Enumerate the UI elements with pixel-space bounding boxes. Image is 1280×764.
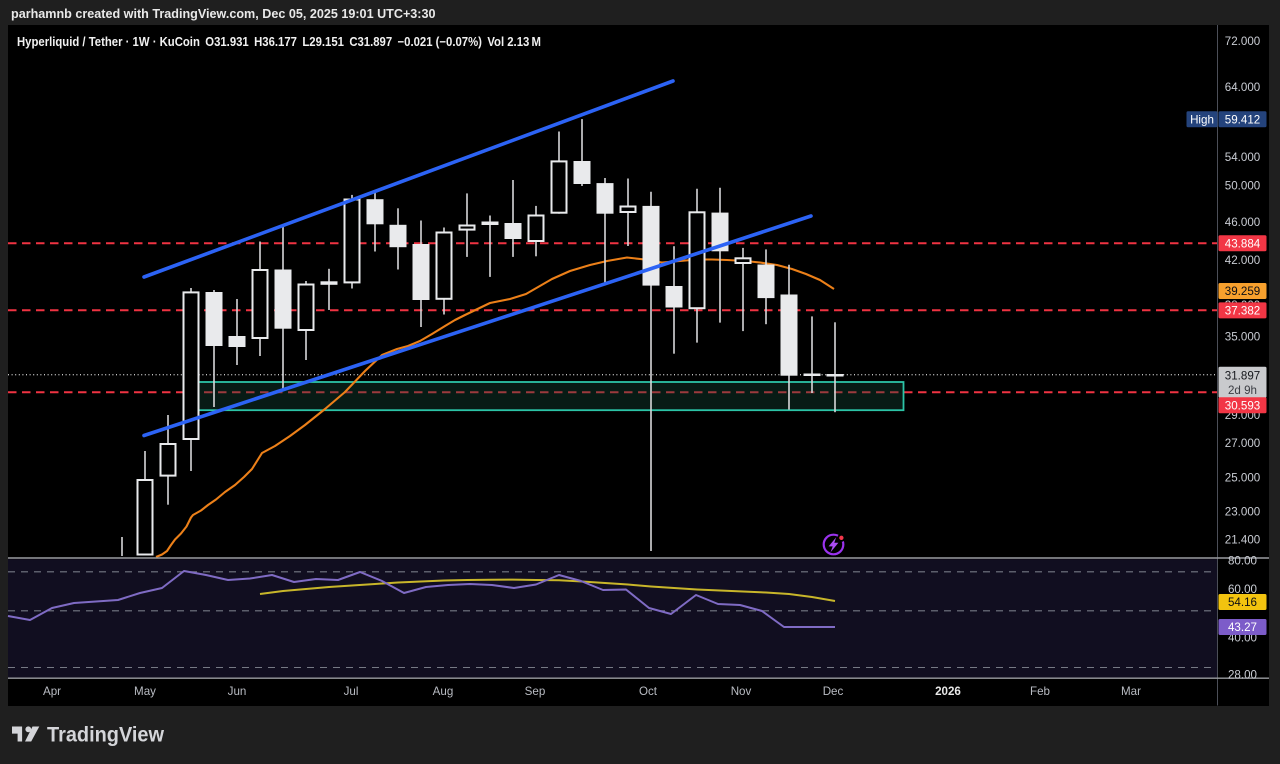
svg-text:Mar: Mar [1121, 685, 1141, 698]
svg-text:60.00: 60.00 [1228, 583, 1257, 596]
svg-text:2d 9h: 2d 9h [1228, 384, 1257, 397]
svg-text:Hyperliquid / Tether · 1W · Ku: Hyperliquid / Tether · 1W · KuCoin O31.9… [17, 35, 541, 49]
svg-text:54.000: 54.000 [1225, 151, 1260, 164]
svg-text:54.16: 54.16 [1228, 596, 1257, 609]
svg-text:parhamnb created with TradingV: parhamnb created with TradingView.com, D… [11, 7, 436, 21]
svg-text:May: May [134, 685, 156, 698]
svg-text:72.000: 72.000 [1225, 35, 1260, 48]
svg-text:21.400: 21.400 [1225, 534, 1260, 547]
svg-text:Dec: Dec [823, 685, 844, 698]
svg-text:39.259: 39.259 [1225, 285, 1260, 298]
svg-text:High: High [1190, 113, 1214, 126]
svg-text:23.000: 23.000 [1225, 506, 1260, 519]
svg-text:Sep: Sep [525, 685, 546, 698]
svg-text:Nov: Nov [731, 685, 752, 698]
svg-text:TradingView: TradingView [47, 723, 164, 747]
svg-text:46.000: 46.000 [1225, 216, 1260, 229]
svg-text:31.897: 31.897 [1225, 369, 1260, 382]
svg-text:43.884: 43.884 [1225, 237, 1261, 250]
svg-text:59.412: 59.412 [1225, 113, 1260, 126]
svg-text:37.382: 37.382 [1225, 305, 1260, 318]
svg-text:28.00: 28.00 [1228, 669, 1257, 682]
svg-text:42.000: 42.000 [1225, 254, 1260, 267]
svg-text:Apr: Apr [43, 685, 61, 698]
svg-text:2026: 2026 [935, 685, 961, 698]
svg-text:64.000: 64.000 [1225, 81, 1260, 94]
svg-text:25.000: 25.000 [1225, 472, 1260, 485]
svg-text:80.00: 80.00 [1228, 555, 1257, 568]
svg-text:Feb: Feb [1030, 685, 1050, 698]
svg-text:43.27: 43.27 [1228, 621, 1257, 634]
svg-text:35.000: 35.000 [1225, 331, 1260, 344]
svg-text:Oct: Oct [639, 685, 658, 698]
svg-text:27.000: 27.000 [1225, 437, 1260, 450]
svg-text:50.000: 50.000 [1225, 180, 1260, 193]
svg-text:Aug: Aug [433, 685, 454, 698]
svg-text:Jul: Jul [344, 685, 359, 698]
svg-text:Jun: Jun [228, 685, 247, 698]
svg-text:30.593: 30.593 [1225, 399, 1260, 412]
